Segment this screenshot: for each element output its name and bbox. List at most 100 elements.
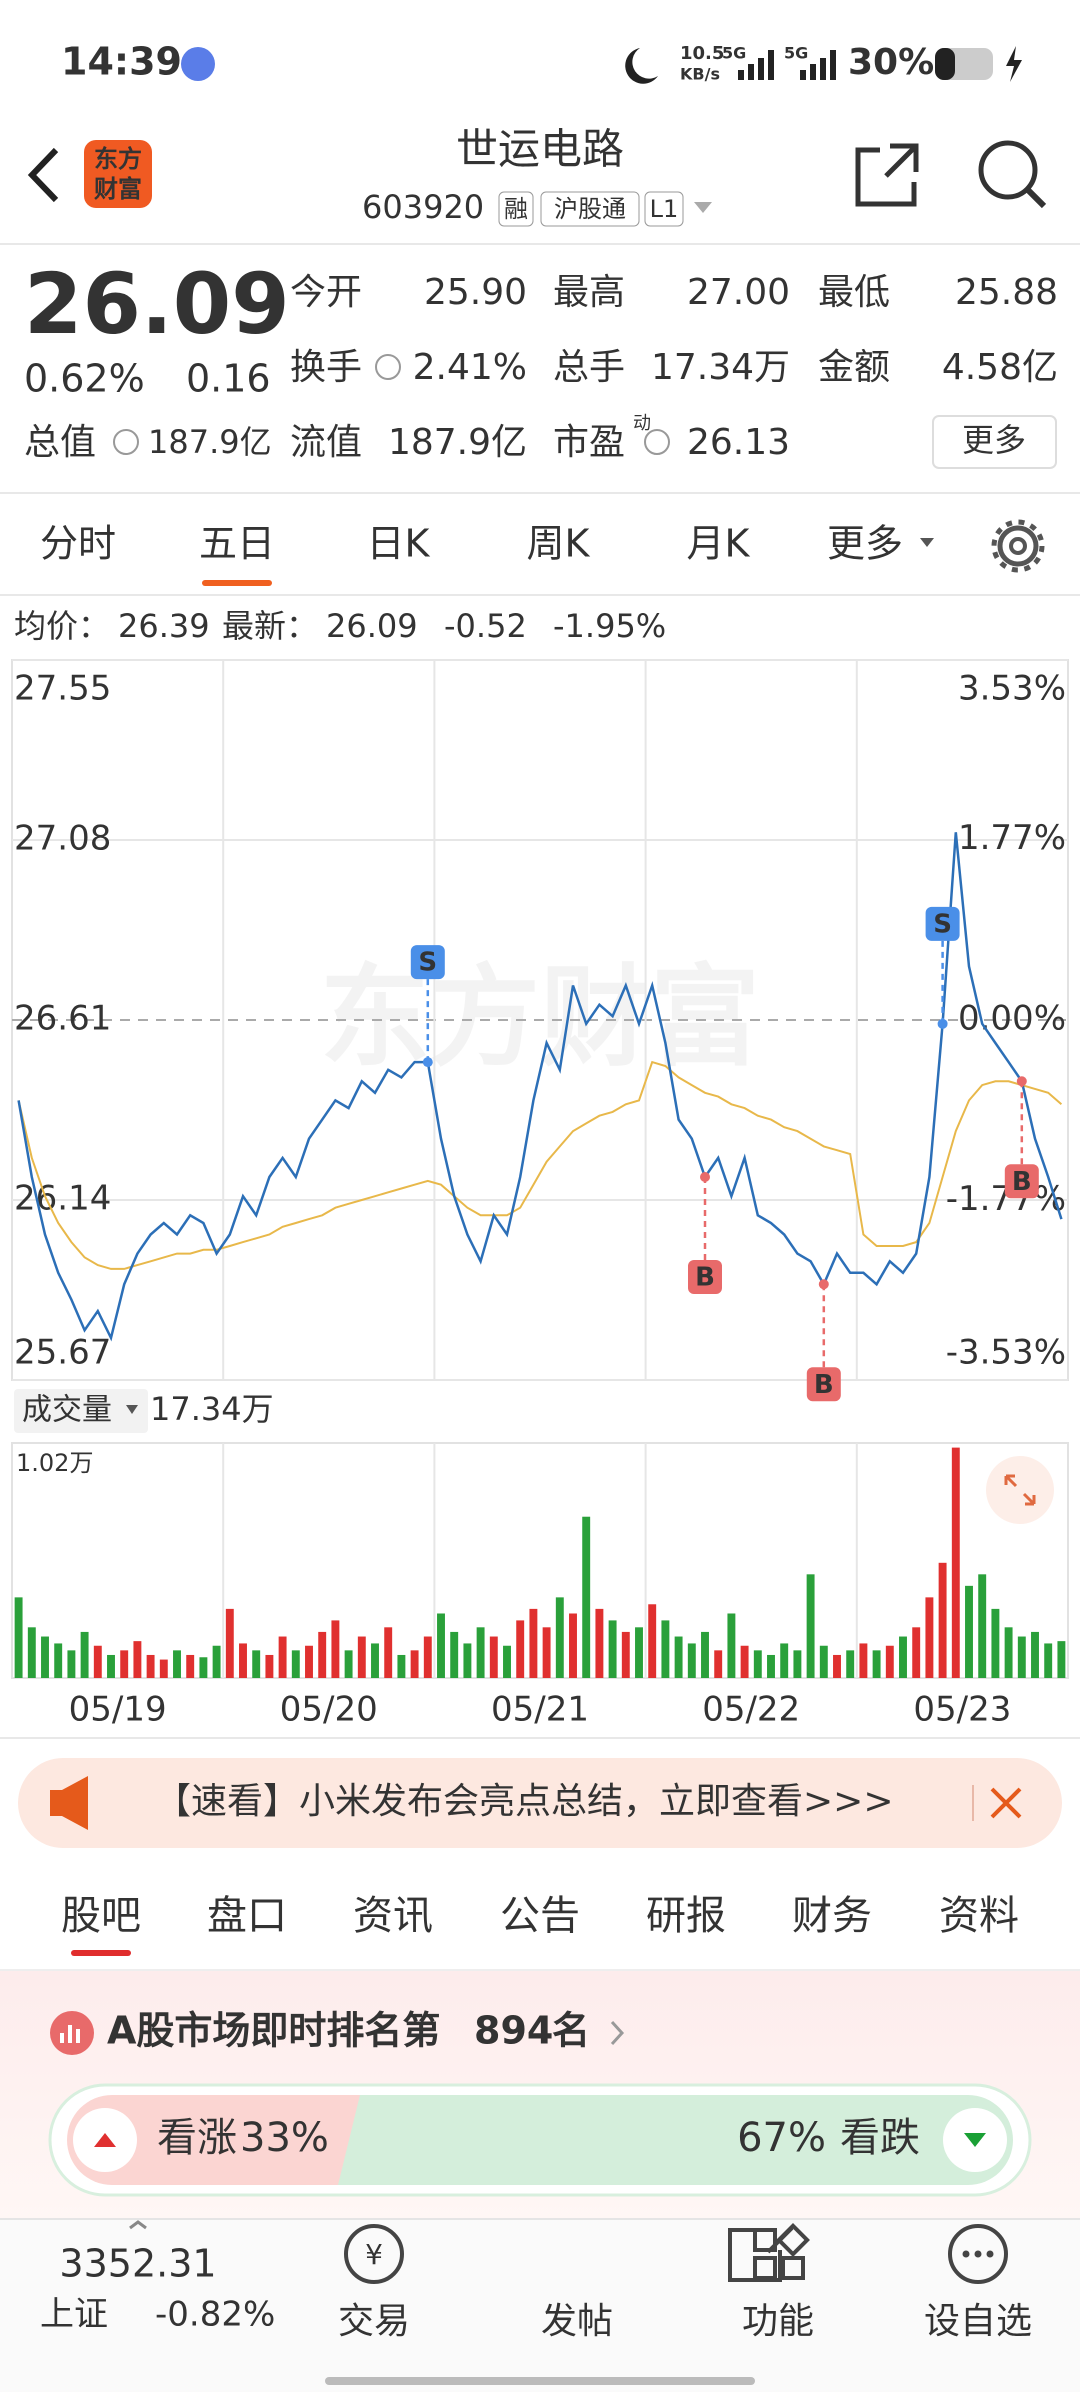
period-tab[interactable]: 月K [687,522,751,566]
divider [0,594,1080,596]
badge-box [540,191,640,227]
volume-bar [819,1645,828,1678]
section-tab[interactable]: 财务 [792,1893,872,1939]
period-tab[interactable]: 日K [367,522,431,566]
stat-value: 4.58亿 [942,347,1058,388]
x-tick-label: 05/20 [280,1690,378,1730]
ranking-prefix: A股市场即时排名第 [107,2009,440,2053]
nav-label[interactable]: 发帖 [541,2301,613,2342]
volume-bar [199,1657,208,1678]
search-button[interactable] [978,140,1038,200]
section-tab[interactable]: 股吧 [61,1893,141,1939]
y-tick-label: 27.08 [14,819,111,859]
home-indicator [325,2377,755,2385]
stat-label: 总值 [24,422,96,463]
volume-bar [265,1654,274,1678]
badge-box [498,191,534,227]
period-tabs: 分时 五日 日K 周K 月K 更多 [40,522,903,586]
volume-bar [397,1654,406,1678]
marker-label: B [814,1370,834,1400]
marker-point [422,1057,433,1068]
period-tab[interactable]: 周K [527,522,591,566]
section-tab[interactable]: 公告 [500,1893,580,1939]
ranking-arrow[interactable] [610,2020,625,2046]
index-value[interactable]: 3352.31 [59,2242,216,2286]
stat-label: 市盈 [553,422,625,463]
stat-value: 25.90 [424,272,527,313]
close-button[interactable] [990,1787,1022,1819]
stat-label: 流值 [290,422,362,463]
period-tab[interactable]: 更多 [827,522,903,566]
stat-value: 2.41% [413,347,527,388]
stat-label: 最低 [818,272,890,313]
nav-label[interactable]: 功能 [742,2301,814,2342]
volume-bar [635,1627,643,1678]
volume-bar [793,1650,802,1678]
bearish-segment[interactable] [338,2095,1013,2185]
volume-bar [846,1650,855,1678]
volume-bar [767,1654,775,1678]
back-button[interactable] [27,147,59,203]
volume-bar [978,1574,987,1678]
volume-bar [186,1654,195,1678]
volume-bar [278,1636,287,1678]
divider [0,243,1080,245]
section-tab[interactable]: 资讯 [353,1893,433,1939]
volume-bar [516,1620,525,1678]
more-button[interactable] [932,415,1057,469]
volume-bar [371,1643,379,1678]
latest-change: -0.52 [444,607,527,645]
stat-label: 最高 [553,272,625,313]
news-banner[interactable] [18,1758,1062,1848]
volume-bar [753,1650,762,1678]
nav-label[interactable]: 设自选 [924,2301,1032,2342]
dots-icon [962,2250,994,2258]
volume-selector[interactable] [14,1389,148,1433]
volume-bar [173,1650,181,1678]
info-icon[interactable] [113,429,139,455]
stat-label: 总手 [553,347,625,388]
section-tab[interactable]: 研报 [646,1893,726,1939]
avg-line [17,1060,1063,1270]
volume-bar [212,1645,221,1678]
info-icon [375,354,401,380]
settings-button[interactable] [991,519,1045,573]
volume-bar [951,1447,960,1678]
period-tab[interactable]: 分时 [40,522,116,566]
volume-bar [529,1608,538,1678]
marker-badge [1004,1164,1039,1199]
volume-total: 17.34万 [150,1390,274,1428]
divider [0,492,1080,494]
period-tab[interactable]: 五日 [199,522,275,566]
separator [972,1785,974,1821]
volume-bar [503,1645,511,1678]
volume-bar [357,1636,366,1678]
section-tab[interactable]: 资料 [939,1893,1019,1939]
volume-bar [965,1585,973,1678]
volume-bar [239,1643,247,1678]
nav-label[interactable]: 交易 [338,2301,410,2342]
section-tab[interactable]: 盘口 [207,1893,287,1939]
expand-icon [1004,1474,1036,1506]
bullish-segment[interactable] [67,2095,375,2185]
volume-bar [595,1608,604,1678]
volume-bar [938,1562,947,1678]
ranking-glyph [60,2025,80,2043]
volume-bar [859,1643,868,1678]
y-tick-label: 25.67 [14,1333,111,1373]
up-icon [94,2133,116,2147]
expand-button[interactable] [986,1456,1054,1524]
bottom-nav [0,2218,1080,2392]
y2-tick-label: 0.00% [958,999,1066,1039]
price-chart: 27.55 27.08 26.61 26.14 25.67 3.53% 1.77% 0.00%… [12,659,1068,1402]
volume-bar [1044,1643,1053,1678]
volume-bar [687,1643,696,1678]
bear-label: 看跌 [840,2115,920,2161]
volume-bar [912,1627,921,1678]
share-button[interactable] [855,143,919,207]
stat-value: 17.34万 [651,347,790,388]
dropdown-icon[interactable] [694,202,712,213]
volume-bar [27,1627,36,1678]
y-tick-label: 26.14 [14,1179,111,1219]
